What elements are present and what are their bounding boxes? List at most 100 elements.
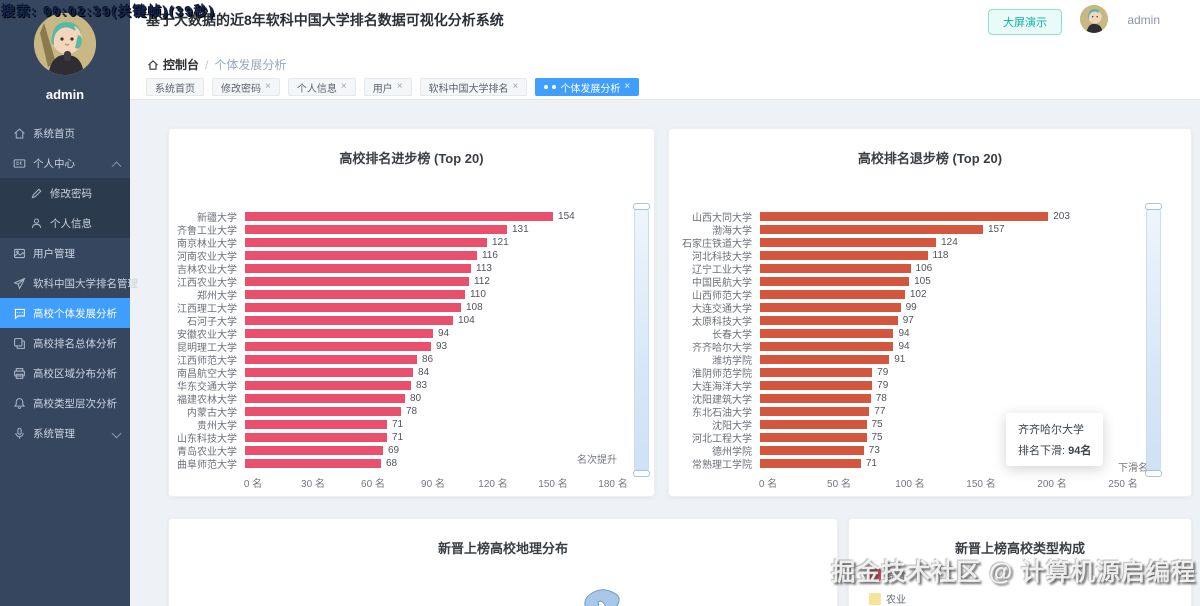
sidebar-item-个人信息[interactable]: 个人信息	[0, 208, 130, 238]
tab-个体发展分析[interactable]: 个体发展分析 ×	[535, 78, 640, 96]
tab-软科中国大学排名[interactable]: 软科中国大学排名 ×	[419, 78, 528, 96]
y-axis-label: 青岛农业大学	[177, 447, 237, 458]
bar[interactable]	[245, 368, 413, 377]
bar-track: 75	[760, 431, 1115, 444]
datazoom-handle-top[interactable]	[1145, 203, 1162, 210]
bar[interactable]	[245, 433, 387, 442]
bar[interactable]	[760, 316, 898, 325]
sidebar-item-系统首页[interactable]: 系统首页	[0, 118, 130, 148]
sidebar-item-修改密码[interactable]: 修改密码	[0, 178, 130, 208]
tab-close-icon[interactable]: ×	[624, 81, 631, 92]
bar[interactable]	[245, 238, 487, 247]
bar[interactable]	[245, 316, 453, 325]
bar[interactable]	[760, 277, 910, 286]
bar[interactable]	[245, 277, 469, 286]
legend-item-农业[interactable]: 农业	[869, 591, 906, 606]
active-dot-icon	[544, 85, 549, 89]
datazoom-handle-top[interactable]	[633, 203, 650, 210]
legend-item-综合[interactable]: 综合	[869, 567, 906, 582]
bar-track: 94	[245, 327, 605, 340]
bar-track: 116	[245, 249, 605, 262]
bar[interactable]	[760, 225, 983, 234]
bar[interactable]	[760, 238, 937, 247]
bar[interactable]	[245, 290, 465, 299]
sidebar-avatar[interactable]	[34, 13, 96, 75]
sidebar-item-label: 高校排名总体分析	[33, 337, 117, 350]
bar[interactable]	[245, 342, 431, 351]
breadcrumb-root[interactable]: 控制台	[147, 56, 199, 73]
sidebar-item-高校排名总体分析[interactable]: 高校排名总体分析	[0, 328, 130, 358]
china-map-fragment[interactable]	[572, 585, 626, 606]
bar[interactable]	[245, 251, 477, 260]
datazoom-handle-bottom[interactable]	[633, 470, 650, 477]
decline-datazoom-slider[interactable]	[1145, 203, 1162, 477]
bar[interactable]	[245, 394, 405, 403]
bar[interactable]	[760, 290, 905, 299]
datazoom-handle-bottom[interactable]	[1145, 470, 1162, 477]
y-axis-label: 山东科技大学	[177, 434, 237, 445]
y-axis-label: 德州学院	[712, 447, 752, 458]
bar-value-label: 94	[898, 328, 910, 339]
bar[interactable]	[760, 407, 870, 416]
x-axis-tick: 60 名	[361, 479, 385, 490]
sidebar-item-用户管理[interactable]: 用户管理	[0, 238, 130, 268]
bar[interactable]	[245, 407, 401, 416]
bar[interactable]	[245, 329, 433, 338]
tab-close-icon[interactable]: ×	[340, 81, 347, 92]
bar[interactable]	[760, 212, 1049, 221]
sidebar-item-个人中心[interactable]: 个人中心	[0, 148, 130, 178]
bar[interactable]	[245, 459, 381, 468]
tab-个人信息[interactable]: 个人信息 ×	[287, 78, 356, 96]
bar-track: 75	[760, 418, 1115, 431]
tab-系统首页[interactable]: 系统首页	[146, 78, 204, 96]
progress-axis-name: 名次提升	[577, 455, 617, 466]
bar[interactable]	[760, 264, 911, 273]
sidebar-item-高校类型层次分析[interactable]: 高校类型层次分析	[0, 388, 130, 418]
progress-datazoom-slider[interactable]	[633, 203, 650, 477]
bar[interactable]	[760, 368, 873, 377]
bar[interactable]	[760, 303, 901, 312]
big-screen-demo-button[interactable]: 大屏演示	[988, 9, 1062, 35]
bar[interactable]	[760, 251, 928, 260]
bar-value-label: 124	[941, 237, 958, 248]
decline-axis-name: 下滑名次	[1118, 463, 1158, 474]
bar[interactable]	[245, 381, 411, 390]
bar[interactable]	[760, 420, 867, 429]
bar[interactable]	[760, 394, 871, 403]
bar[interactable]	[245, 446, 383, 455]
bar[interactable]	[760, 381, 873, 390]
bar-value-label: 91	[894, 354, 906, 365]
sidebar-item-高校个体发展分析[interactable]: 高校个体发展分析	[0, 298, 130, 328]
bar[interactable]	[245, 355, 417, 364]
bar[interactable]	[760, 433, 867, 442]
header-avatar[interactable]	[1080, 5, 1108, 33]
tab-修改密码[interactable]: 修改密码 ×	[212, 78, 280, 96]
bar-track: 86	[245, 353, 605, 366]
bar-value-label: 104	[458, 315, 475, 326]
sidebar-item-高校区域分布分析[interactable]: 高校区域分布分析	[0, 358, 130, 388]
bar[interactable]	[245, 420, 387, 429]
y-axis-label: 石家庄铁道大学	[682, 239, 752, 250]
bar-row-潍坊学院: 潍坊学院 91	[669, 353, 1191, 367]
bar-value-label: 105	[914, 276, 931, 287]
tab-close-icon[interactable]: ×	[512, 81, 519, 92]
bar[interactable]	[760, 459, 861, 468]
tab-close-icon[interactable]: ×	[265, 81, 271, 92]
bar[interactable]	[760, 446, 864, 455]
bar[interactable]	[760, 342, 894, 351]
x-axis-tick: 250 名	[1108, 479, 1138, 490]
header-username[interactable]: admin	[1127, 13, 1160, 27]
bar[interactable]	[760, 355, 890, 364]
video-timestamp-overlay: 搜索: 00:02:39(关键帧)(39秒)	[2, 4, 216, 19]
bar[interactable]	[245, 225, 507, 234]
bar[interactable]	[245, 303, 461, 312]
tab-用户[interactable]: 用户 ×	[363, 78, 412, 96]
sidebar-item-系统管理[interactable]: 系统管理	[0, 418, 130, 448]
tab-close-icon[interactable]: ×	[396, 81, 403, 92]
bar[interactable]	[760, 329, 894, 338]
tab-label: 修改密码	[221, 83, 261, 95]
bar-row-东北石油大学: 东北石油大学 77	[669, 405, 1191, 419]
bar[interactable]	[245, 212, 554, 221]
sidebar-item-软科中国大学排名管理[interactable]: 软科中国大学排名管理	[0, 268, 138, 298]
bar[interactable]	[245, 264, 471, 273]
